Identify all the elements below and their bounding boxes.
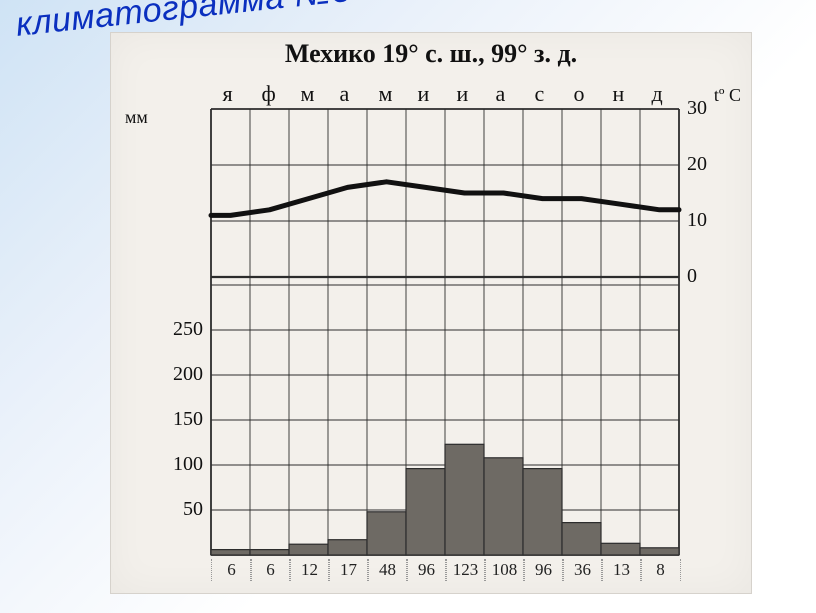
month-label: м [379, 81, 393, 107]
month-label: с [535, 81, 545, 107]
mm-tick-150: 150 [163, 408, 203, 431]
month-label: ф [262, 81, 276, 107]
month-label: а [496, 81, 506, 107]
mm-tick-200: 200 [163, 363, 203, 386]
precip-value: 12 [289, 559, 330, 581]
precip-value: 6 [250, 559, 291, 581]
month-label: а [340, 81, 350, 107]
month-label: м [301, 81, 315, 107]
mm-tick-100: 100 [163, 453, 203, 476]
month-label: и [457, 81, 469, 107]
month-label: о [574, 81, 585, 107]
precip-value: 96 [406, 559, 447, 581]
mm-tick-250: 250 [163, 318, 203, 341]
precip-value: 13 [601, 559, 642, 581]
climatogram-figure: Мехико 19° с. ш., 99° з. д. мм tº C 0102… [110, 32, 752, 594]
precip-value: 123 [445, 559, 486, 581]
month-label: д [652, 81, 663, 107]
precip-value: 48 [367, 559, 408, 581]
temp-tick-10: 10 [687, 209, 707, 232]
temp-tick-0: 0 [687, 265, 697, 288]
precip-value: 108 [484, 559, 525, 581]
month-label: и [418, 81, 430, 107]
temp-tick-30: 30 [687, 97, 707, 120]
precip-value: 36 [562, 559, 603, 581]
precip-value: 96 [523, 559, 564, 581]
month-label: я [223, 81, 233, 107]
mm-tick-50: 50 [163, 498, 203, 521]
temp-tick-20: 20 [687, 153, 707, 176]
chart-svg [111, 33, 751, 593]
month-label: н [613, 81, 625, 107]
slide: климатограмма №3 Мехико 19° с. ш., 99° з… [0, 0, 816, 613]
precip-value: 8 [640, 559, 681, 581]
precip-value: 6 [211, 559, 252, 581]
precip-value: 17 [328, 559, 369, 581]
